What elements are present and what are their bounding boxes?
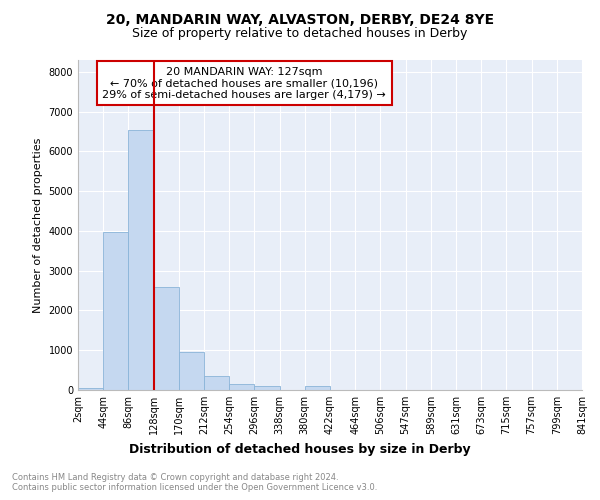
Text: 20 MANDARIN WAY: 127sqm
← 70% of detached houses are smaller (10,196)
29% of sem: 20 MANDARIN WAY: 127sqm ← 70% of detache… [103,66,386,100]
Bar [128,130,154,390]
Bar [103,232,128,390]
Bar [254,386,280,390]
Bar [78,388,103,390]
Text: Contains HM Land Registry data © Crown copyright and database right 2024.
Contai: Contains HM Land Registry data © Crown c… [12,472,377,492]
Bar [305,386,330,390]
Y-axis label: Number of detached properties: Number of detached properties [33,138,43,312]
Text: Size of property relative to detached houses in Derby: Size of property relative to detached ho… [133,28,467,40]
Text: Distribution of detached houses by size in Derby: Distribution of detached houses by size … [129,442,471,456]
Text: 20, MANDARIN WAY, ALVASTON, DERBY, DE24 8YE: 20, MANDARIN WAY, ALVASTON, DERBY, DE24 … [106,12,494,26]
Bar [204,376,229,390]
Bar [229,384,254,390]
Bar [179,352,204,390]
Bar [154,286,179,390]
